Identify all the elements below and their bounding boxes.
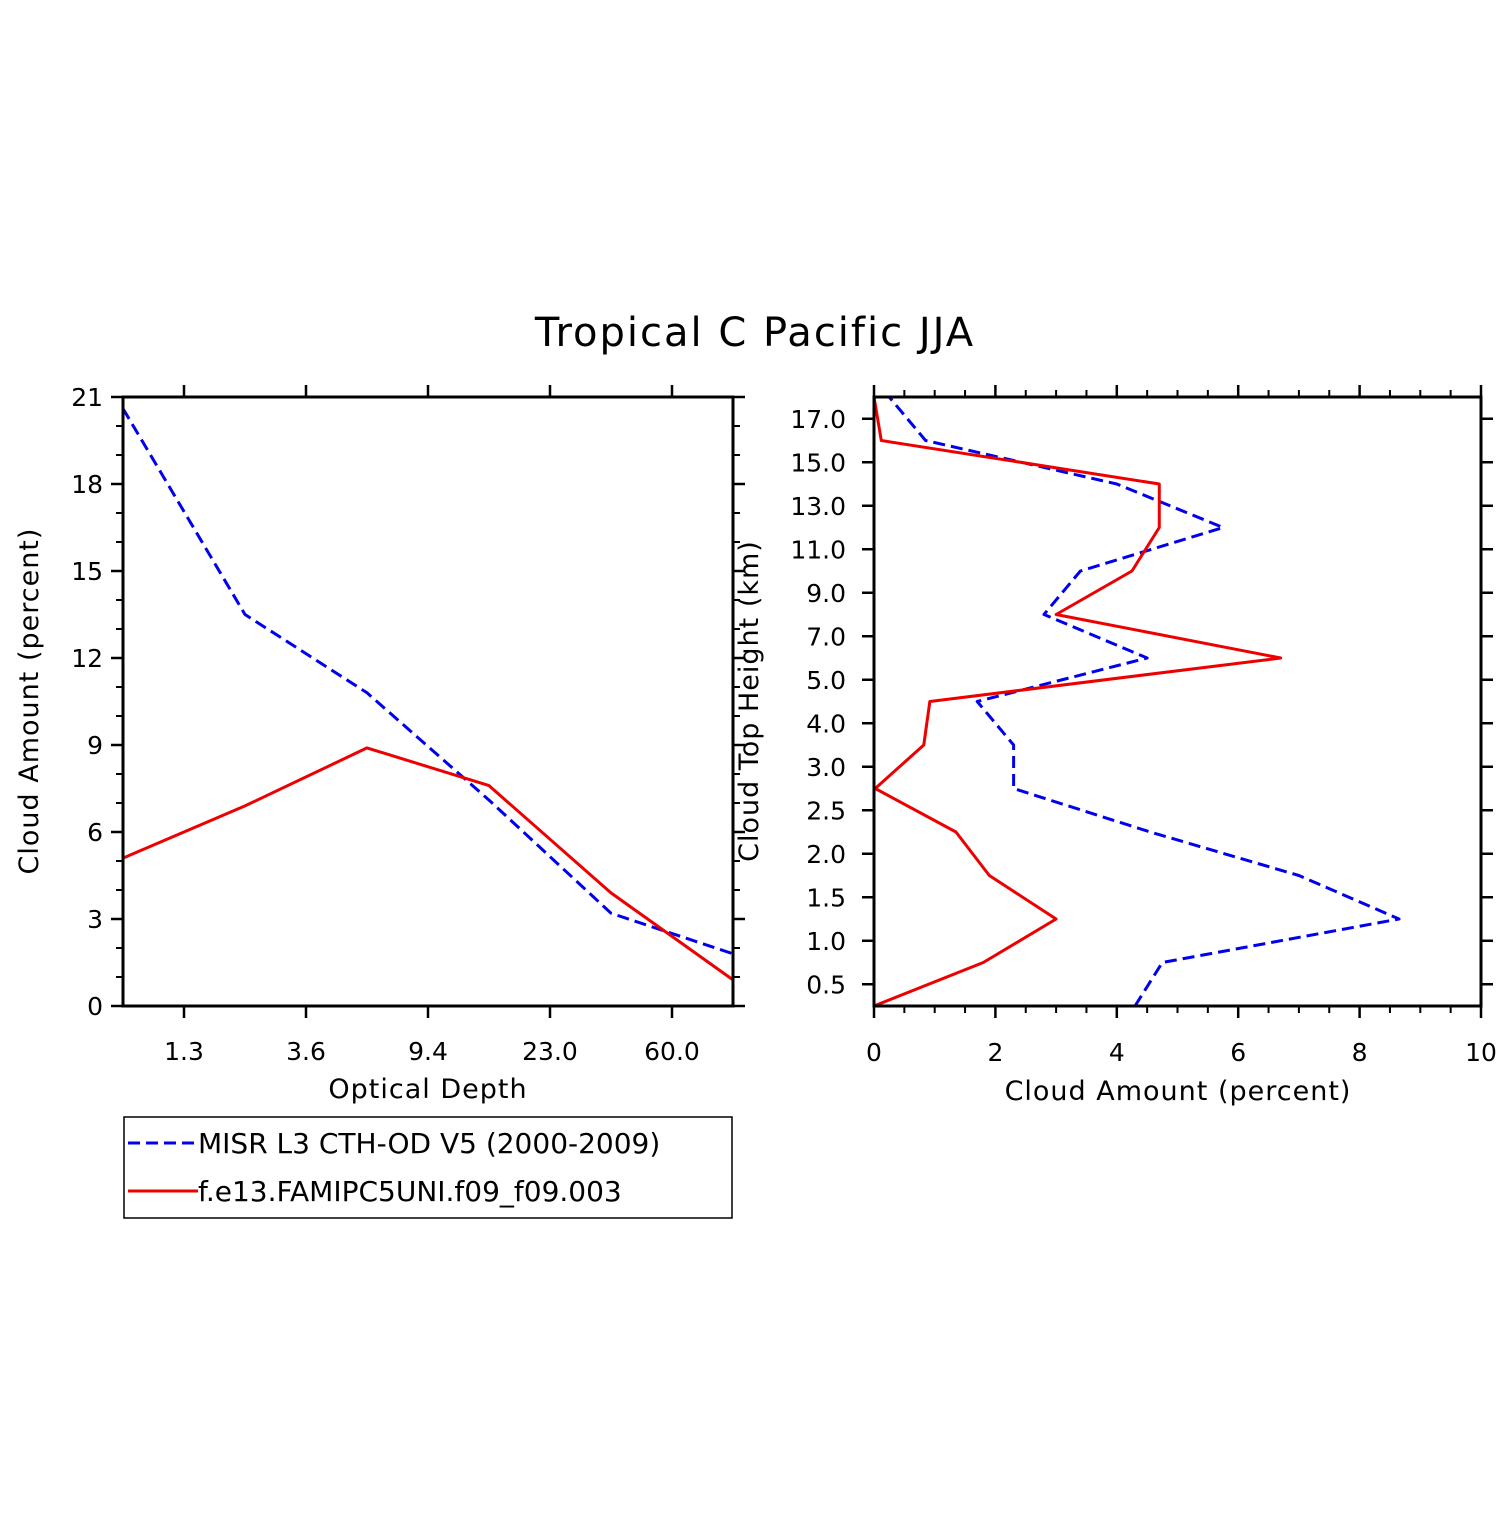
legend: MISR L3 CTH-OD V5 (2000-2009) f.e13.FAMI… <box>123 1116 733 1219</box>
y-tick-label: 0.5 <box>806 970 846 999</box>
x-tick-label: 3.6 <box>286 1037 326 1066</box>
series-line-model <box>872 396 1283 1008</box>
optical-depth-panel: 0 3 6 9 12 15 18 21 1.3 3.6 9.4 23.0 60.0 Optical De… <box>14 383 745 1105</box>
y-tick-label: 13.0 <box>790 492 846 521</box>
y-tick-label: 1.5 <box>806 883 846 912</box>
legend-label-model: f.e13.FAMIPC5UNI.f09_f09.003 <box>198 1175 622 1208</box>
y-tick-label: 5.0 <box>806 666 846 695</box>
legend-box <box>123 1116 733 1219</box>
y-tick-label: 15.0 <box>790 448 846 477</box>
x-tick-label: 23.0 <box>522 1037 578 1066</box>
y-tick-label: 2.0 <box>806 840 846 869</box>
chart-title: Tropical C Pacific JJA <box>534 310 975 356</box>
series-line-obs <box>888 396 1401 1007</box>
y-tick-label: 7.0 <box>806 622 846 651</box>
y-tick-label: 15 <box>71 557 103 586</box>
y-tick-label: 4.0 <box>806 709 846 738</box>
y-tick-label: 2.5 <box>806 796 846 825</box>
x-tick-label: 0 <box>866 1038 882 1067</box>
cloud-top-height-series <box>872 396 1401 1008</box>
x-tick-label: 2 <box>987 1038 1003 1067</box>
y-tick-label: 6 <box>87 818 103 847</box>
y-tick-label: 0 <box>87 992 103 1021</box>
x-tick-label: 6 <box>1230 1038 1246 1067</box>
optical-depth-y-axis-label: Cloud Amount (percent) <box>14 528 45 875</box>
y-tick-label: 9 <box>87 731 103 760</box>
x-tick-label: 8 <box>1352 1038 1368 1067</box>
y-tick-label: 1.0 <box>806 927 846 956</box>
x-tick-label: 60.0 <box>644 1037 700 1066</box>
cloud-top-height-ticks: 0.5 1.0 1.5 2.0 2.5 3.0 4.0 5.0 7.0 9.0 11.0 13.0 15… <box>790 385 1497 1067</box>
y-tick-label: 21 <box>71 383 103 412</box>
optical-depth-x-axis-label: Optical Depth <box>328 1074 527 1105</box>
y-tick-label: 3.0 <box>806 753 846 782</box>
series-line-obs <box>121 407 734 956</box>
y-tick-label: 9.0 <box>806 579 846 608</box>
x-tick-label: 9.4 <box>408 1037 448 1066</box>
y-tick-label: 3 <box>87 905 103 934</box>
optical-depth-series <box>121 407 734 982</box>
cloud-amount-x-axis-label: Cloud Amount (percent) <box>1005 1076 1352 1107</box>
y-tick-label: 11.0 <box>790 535 846 564</box>
x-tick-label: 4 <box>1109 1038 1125 1067</box>
y-tick-label: 18 <box>71 470 103 499</box>
y-tick-label: 17.0 <box>790 405 846 434</box>
cloud-top-height-y-axis-label: Cloud Top Height (km) <box>734 540 765 862</box>
optical-depth-ticks: 0 3 6 9 12 15 18 21 1.3 3.6 9.4 23.0 60.0 <box>71 383 745 1066</box>
x-tick-label: 10 <box>1465 1038 1497 1067</box>
series-line-model <box>122 746 734 982</box>
x-tick-label: 1.3 <box>164 1037 204 1066</box>
y-tick-label: 12 <box>71 644 103 673</box>
legend-label-obs: MISR L3 CTH-OD V5 (2000-2009) <box>198 1127 660 1160</box>
cloud-top-height-panel: 0.5 1.0 1.5 2.0 2.5 3.0 4.0 5.0 7.0 9.0 11.0 13.0 15… <box>734 385 1497 1107</box>
